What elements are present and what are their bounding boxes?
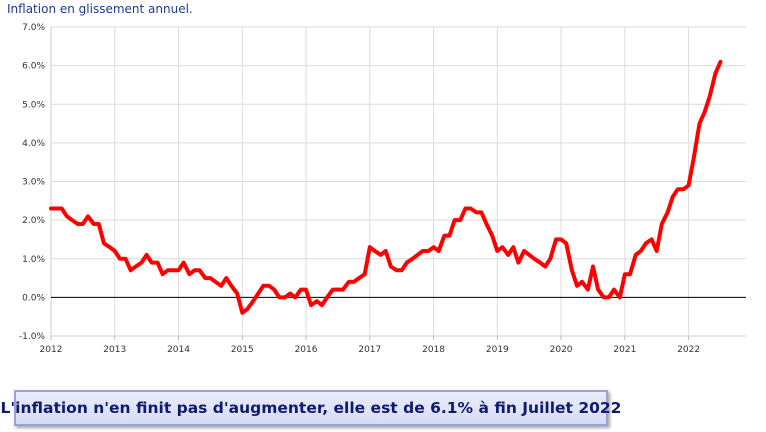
- x-tick-label: 2014: [167, 345, 190, 355]
- caption-text: L'inflation n'en finit pas d'augmenter, …: [0, 399, 622, 417]
- x-tick-label: 2022: [677, 345, 700, 355]
- x-tick-label: 2018: [422, 345, 445, 355]
- x-tick-label: 2019: [486, 345, 509, 355]
- caption-banner: L'inflation n'en finit pas d'augmenter, …: [1, 390, 621, 426]
- line-chart: -1.0% 0.0% 1.0% 2.0% 3.0% 4.0% 5.0% 6.0% 7.0% 20…: [19, 23, 746, 355]
- y-tick-label: 1.0%: [22, 255, 45, 265]
- x-axis-ticks: 2012 2013 2014 2015 2016 2017 2018 2019 2020 2021…: [40, 345, 701, 355]
- inflation-series-line: [49, 59, 723, 315]
- y-tick-label: 7.0%: [22, 23, 45, 33]
- x-tick-label: 2013: [103, 345, 126, 355]
- series-layer: [49, 59, 723, 315]
- axis-lines: [50, 27, 746, 340]
- y-tick-label: 2.0%: [22, 216, 45, 226]
- chart-title: Inflation en glissement annuel.: [7, 2, 193, 16]
- x-tick-label: 2015: [231, 345, 254, 355]
- y-tick-label: 0.0%: [22, 293, 45, 303]
- x-tick-label: 2020: [550, 345, 573, 355]
- y-tick-label: -1.0%: [19, 332, 46, 342]
- x-tick-label: 2016: [295, 345, 318, 355]
- y-tick-label: 3.0%: [22, 178, 45, 188]
- y-axis-ticks: -1.0% 0.0% 1.0% 2.0% 3.0% 4.0% 5.0% 6.0% 7.0%: [19, 23, 46, 342]
- y-tick-label: 4.0%: [22, 139, 45, 149]
- y-tick-label: 5.0%: [22, 100, 45, 110]
- x-tick-label: 2017: [358, 345, 381, 355]
- x-tick-label: 2012: [40, 345, 63, 355]
- y-tick-label: 6.0%: [22, 62, 45, 72]
- x-tick-label: 2021: [613, 345, 636, 355]
- grid-lines: [50, 26, 746, 337]
